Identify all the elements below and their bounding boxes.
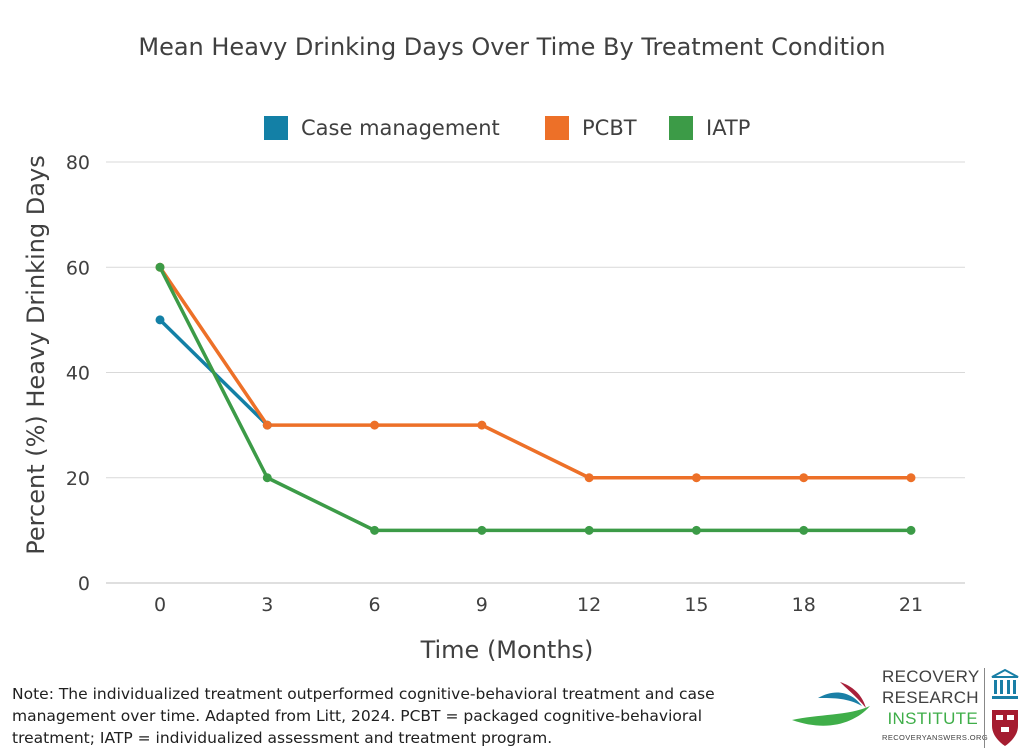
- y-tick-label: 20: [66, 468, 90, 490]
- data-point: [691, 473, 701, 483]
- data-point: [477, 525, 487, 535]
- legend-label: IATP: [706, 116, 750, 140]
- series-lines: [158, 266, 911, 533]
- y-tick-label: 60: [66, 257, 90, 279]
- logo-line-recovery: RECOVERY: [882, 667, 980, 686]
- x-tick-label: 3: [261, 594, 273, 616]
- data-point: [370, 525, 380, 535]
- data-point: [691, 525, 701, 535]
- data-point: [584, 473, 594, 483]
- logo-line-research: RESEARCH: [882, 688, 979, 707]
- data-point: [477, 420, 487, 430]
- legend: Case management PCBT IATP: [264, 116, 750, 140]
- x-axis-title: Time (Months): [420, 636, 594, 664]
- footnote: Note: The individualized treatment outpe…: [12, 685, 715, 747]
- data-point: [155, 315, 165, 325]
- logo-line-institute: INSTITUTE: [887, 709, 978, 728]
- x-tick-label: 18: [792, 594, 816, 616]
- legend-label: Case management: [301, 116, 500, 140]
- legend-label: PCBT: [582, 116, 637, 140]
- y-tick-label: 40: [66, 363, 90, 385]
- y-tick-label: 80: [66, 152, 90, 174]
- x-tick-label: 9: [476, 594, 488, 616]
- legend-swatch: [264, 116, 288, 140]
- data-point: [262, 420, 272, 430]
- x-tick-label: 6: [369, 594, 381, 616]
- data-point: [799, 525, 809, 535]
- y-axis-title: Percent (%) Heavy Drinking Days: [22, 155, 50, 554]
- chart-title: Mean Heavy Drinking Days Over Time By Tr…: [138, 33, 885, 61]
- building-columns-icon: [991, 668, 1019, 699]
- swoosh-logo-icon: [792, 682, 870, 726]
- logo-url: RECOVERYANSWERS.ORG: [882, 733, 989, 742]
- x-tick-label: 21: [899, 594, 923, 616]
- logo-wordmark: RECOVERY RESEARCH INSTITUTE RECOVERYANSW…: [882, 666, 989, 742]
- x-tick-label: 15: [684, 594, 708, 616]
- data-point: [799, 473, 809, 483]
- data-point: [155, 262, 165, 272]
- legend-swatch: [545, 116, 569, 140]
- legend-swatch: [669, 116, 693, 140]
- gridlines: [106, 161, 965, 584]
- logo-divider: [984, 668, 985, 748]
- series-line-2: [158, 266, 911, 533]
- line-chart: Mean Heavy Drinking Days Over Time By Tr…: [22, 33, 965, 664]
- series-line-1: [158, 266, 911, 480]
- data-point: [262, 473, 272, 483]
- data-point: [370, 420, 380, 430]
- series-points: [155, 262, 916, 535]
- x-tick-label: 12: [577, 594, 601, 616]
- x-tick-label: 0: [154, 594, 166, 616]
- x-axis-ticks: 0 3 6 9 12 15 18 21: [154, 594, 923, 616]
- recovery-research-institute-logo: RECOVERY RESEARCH INSTITUTE RECOVERYANSW…: [790, 664, 1022, 750]
- harvard-shield-icon: [992, 710, 1018, 746]
- y-axis-ticks: 0 20 40 60 80: [66, 152, 90, 595]
- data-point: [906, 525, 916, 535]
- data-point: [584, 525, 594, 535]
- data-point: [906, 473, 916, 483]
- y-tick-label: 0: [78, 573, 90, 595]
